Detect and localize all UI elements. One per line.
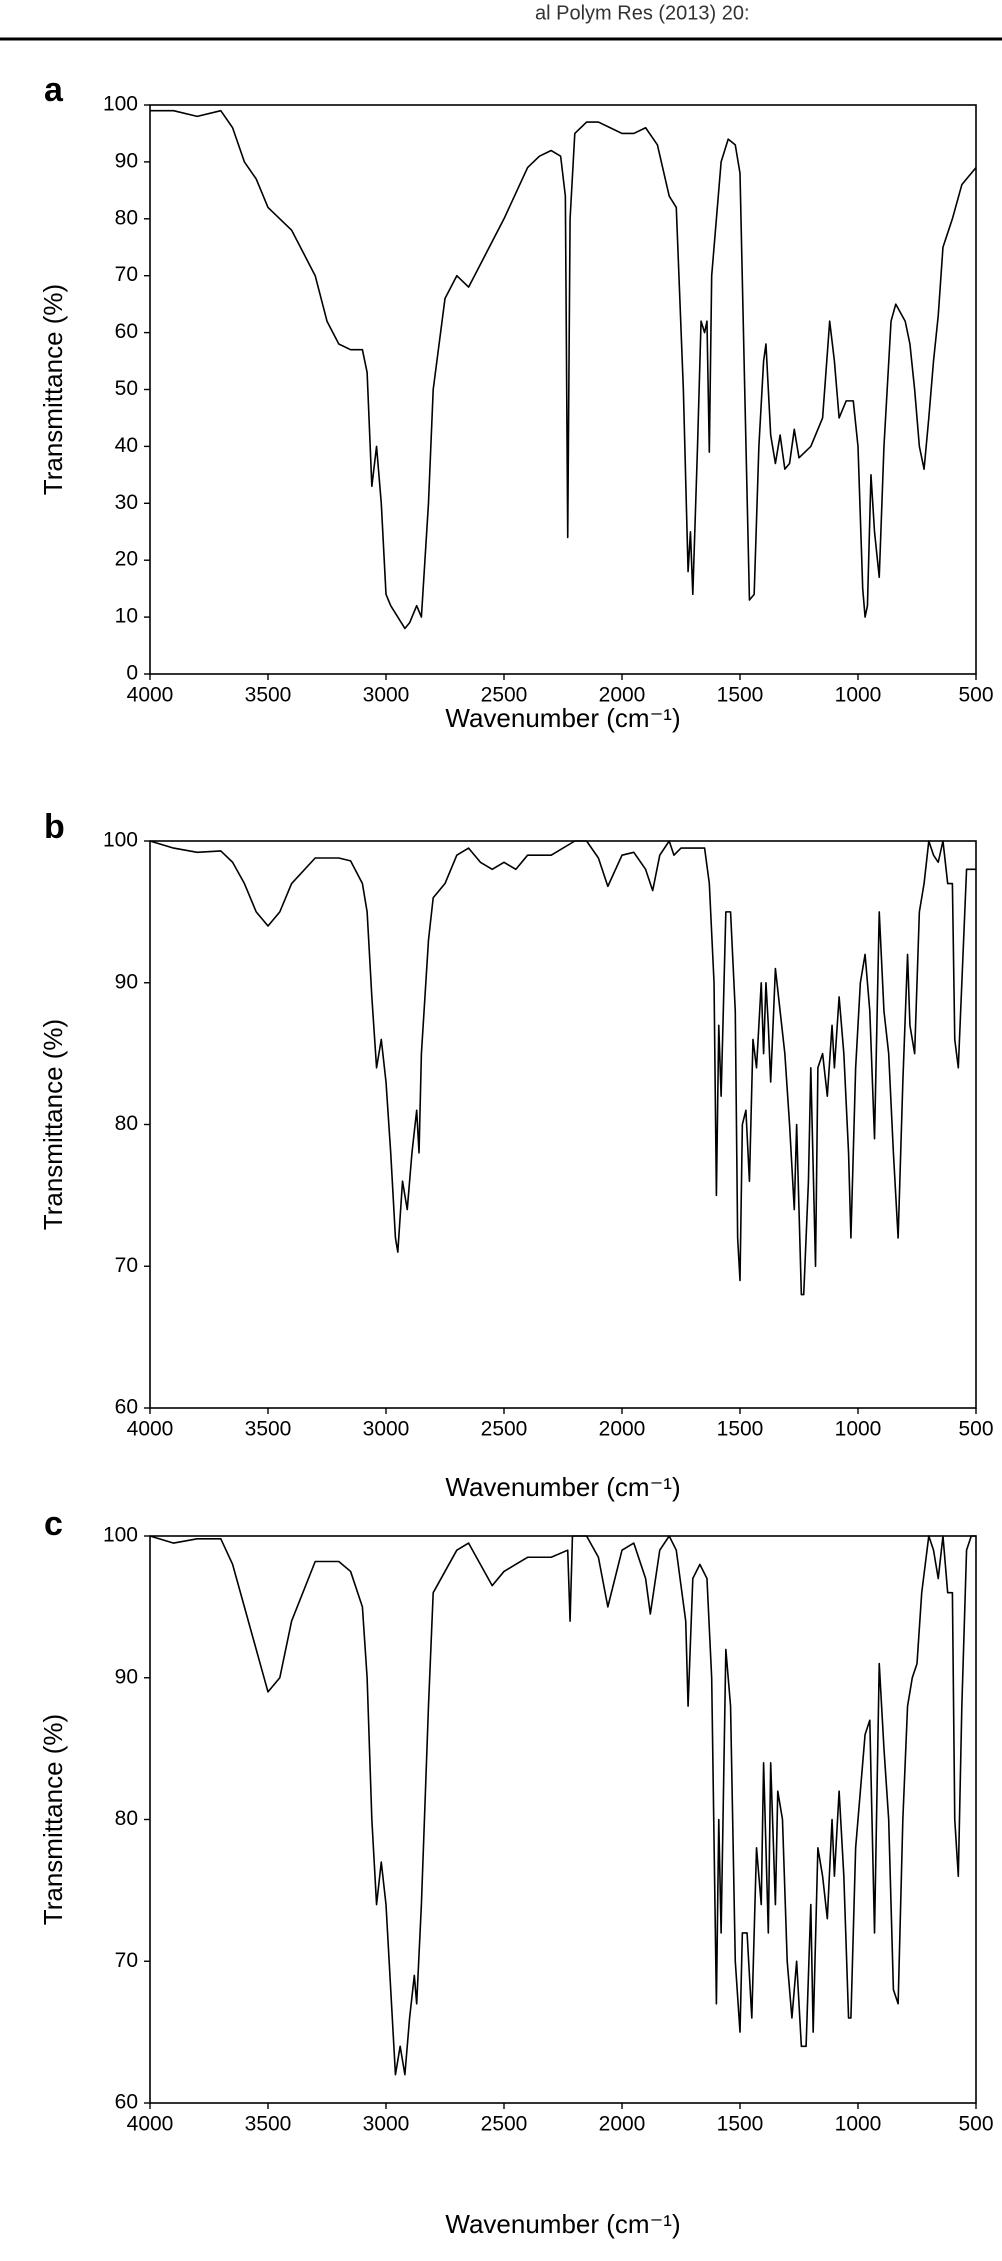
- x-tick-label: 500: [958, 684, 993, 707]
- x-tick-label: 2500: [481, 684, 528, 707]
- panel-label: b: [44, 808, 65, 846]
- x-tick-label: 3500: [245, 1418, 292, 1441]
- y-tick-label: 90: [115, 970, 138, 993]
- y-tick-label: 60: [115, 1396, 138, 1419]
- x-tick-label: 4000: [127, 684, 174, 707]
- panel-label: a: [44, 71, 64, 109]
- x-axis-label: Wavenumber (cm⁻¹): [445, 703, 680, 733]
- x-tick-label: 2500: [481, 1418, 528, 1441]
- x-axis-label: Wavenumber (cm⁻¹): [445, 2209, 680, 2239]
- y-tick-label: 20: [115, 548, 138, 571]
- y-tick-label: 90: [115, 1665, 138, 1688]
- y-axis-label: Transmittance (%): [38, 1019, 68, 1230]
- x-tick-label: 3000: [363, 684, 410, 707]
- x-tick-label: 500: [958, 2113, 993, 2136]
- x-tick-label: 3500: [245, 684, 292, 707]
- y-tick-label: 100: [103, 93, 138, 116]
- x-tick-label: 2000: [599, 2113, 646, 2136]
- x-tick-label: 1000: [835, 1418, 882, 1441]
- y-tick-label: 100: [103, 829, 138, 852]
- y-tick-label: 80: [115, 1112, 138, 1135]
- y-tick-label: 10: [115, 605, 138, 628]
- y-tick-label: 50: [115, 377, 138, 400]
- y-tick-label: 70: [115, 1254, 138, 1277]
- x-tick-label: 3000: [363, 2113, 410, 2136]
- y-tick-label: 40: [115, 434, 138, 457]
- y-tick-label: 60: [115, 320, 138, 343]
- x-tick-label: 4000: [127, 2113, 174, 2136]
- x-tick-label: 3500: [245, 2113, 292, 2136]
- spectrum-line: [149, 1535, 976, 2076]
- y-tick-label: 60: [115, 2091, 138, 2114]
- x-tick-label: 3000: [363, 1418, 410, 1441]
- chart-panel: 0 10 20 30 40 50 60 70 80 90 100 4000 3500 3000 2500 20…: [38, 71, 994, 733]
- y-tick-label: 30: [115, 491, 138, 514]
- y-tick-label: 80: [115, 206, 138, 229]
- x-tick-label: 2000: [599, 684, 646, 707]
- y-tick-label: 0: [126, 662, 138, 685]
- y-axis-label: Transmittance (%): [38, 284, 68, 495]
- x-tick-label: 500: [958, 1418, 993, 1441]
- x-tick-label: 2500: [481, 2113, 528, 2136]
- plot-frame: [149, 1535, 977, 2104]
- y-tick-label: 80: [115, 1807, 138, 1830]
- x-axis-label: Wavenumber (cm⁻¹): [445, 1472, 680, 1502]
- y-tick-label: 100: [103, 1524, 138, 1547]
- spectrum-line: [149, 840, 976, 1296]
- x-tick-label: 1000: [835, 684, 882, 707]
- x-tick-label: 2000: [599, 1418, 646, 1441]
- chart-panel: 60 70 80 90 100 4000 3500 3000 2500 2000 1500 1000 5…: [38, 808, 994, 1502]
- x-tick-label: 1000: [835, 2113, 882, 2136]
- spectrum-line: [150, 109, 977, 630]
- x-tick-label: 4000: [127, 1418, 174, 1441]
- plot-frame: [149, 840, 977, 1409]
- y-tick-label: 70: [115, 1949, 138, 1972]
- header-text: al Polym Res (2013) 20:: [535, 2, 750, 24]
- plot-frame: [149, 104, 977, 675]
- y-axis-label: Transmittance (%): [38, 1714, 68, 1925]
- y-tick-label: 70: [115, 263, 138, 286]
- y-tick-label: 90: [115, 149, 138, 172]
- x-tick-label: 1500: [717, 2113, 764, 2136]
- x-tick-label: 1500: [717, 1418, 764, 1441]
- panel-label: c: [44, 1505, 63, 1543]
- x-tick-label: 1500: [717, 684, 764, 707]
- chart-panel: 60 70 80 90 100 4000 3500 3000 2500 2000 1500 1000 5…: [38, 1505, 994, 2239]
